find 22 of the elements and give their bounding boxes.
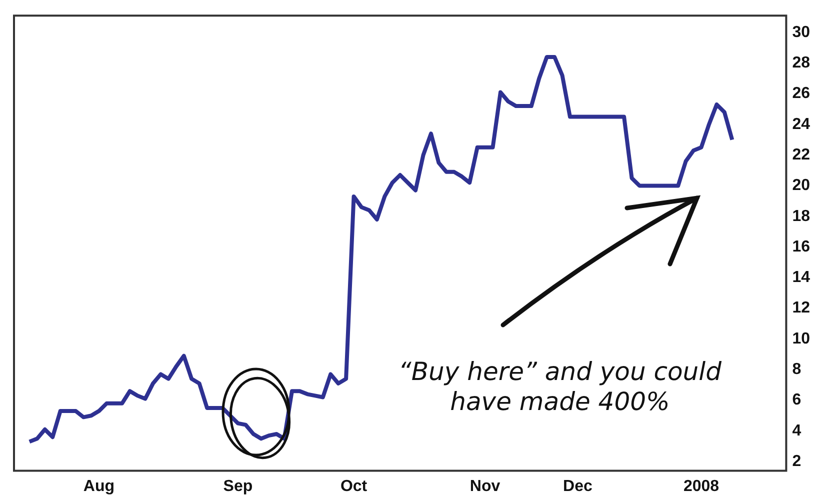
y-tick-label: 12 (792, 300, 810, 317)
y-tick-label: 30 (792, 24, 810, 41)
y-tick-label: 14 (792, 269, 810, 286)
x-tick-label: Nov (470, 478, 500, 495)
y-tick-label: 20 (792, 177, 810, 194)
y-tick-label: 6 (792, 392, 802, 409)
y-tick-label: 26 (792, 85, 810, 102)
y-tick-label: 16 (792, 238, 810, 256)
annotation: “Buy here” and you could have made 400% (398, 356, 722, 416)
y-tick-label: 22 (792, 146, 810, 164)
y-tick-label: 24 (792, 116, 810, 133)
x-tick-label: 2008 (683, 478, 720, 495)
x-tick-label: Dec (563, 478, 592, 495)
y-tick-label: 10 (792, 330, 810, 348)
x-tick-label: Aug (83, 478, 114, 495)
y-tick-label: 28 (792, 54, 810, 72)
y-tick-label: 4 (792, 422, 802, 440)
y-tick-label: 2 (792, 453, 802, 470)
x-tick-label: Sep (223, 478, 253, 495)
y-tick-label: 18 (792, 208, 810, 225)
x-tick-label: Oct (340, 478, 368, 495)
y-tick-label: 8 (792, 361, 802, 378)
